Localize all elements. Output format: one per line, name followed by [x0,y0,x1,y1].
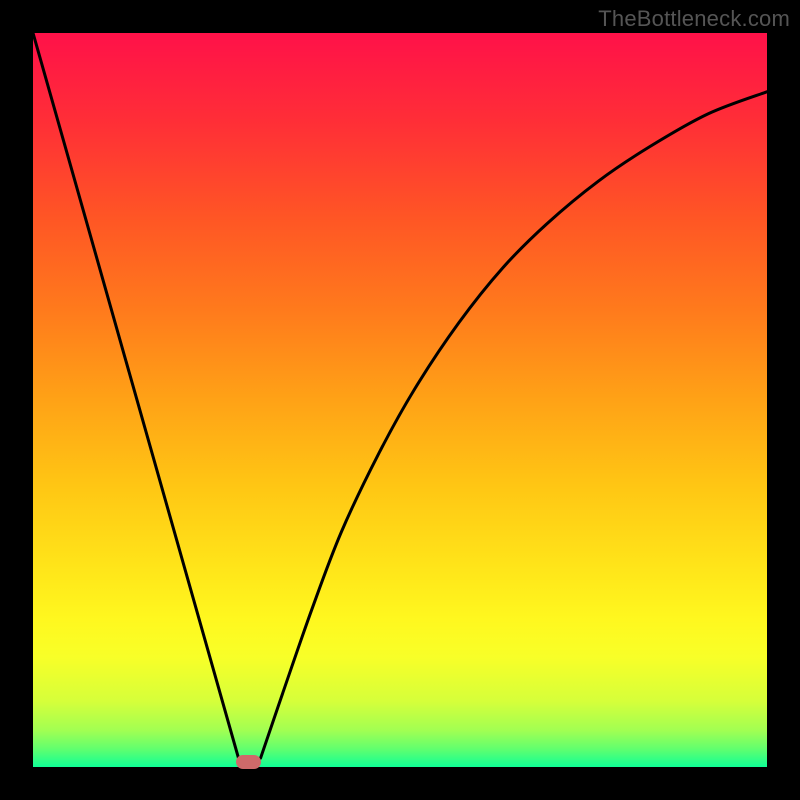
plot-area [33,33,767,767]
vertex-marker [236,755,261,769]
watermark-text: TheBottleneck.com [598,6,790,32]
plot-svg [33,33,767,767]
chart-container: TheBottleneck.com [0,0,800,800]
